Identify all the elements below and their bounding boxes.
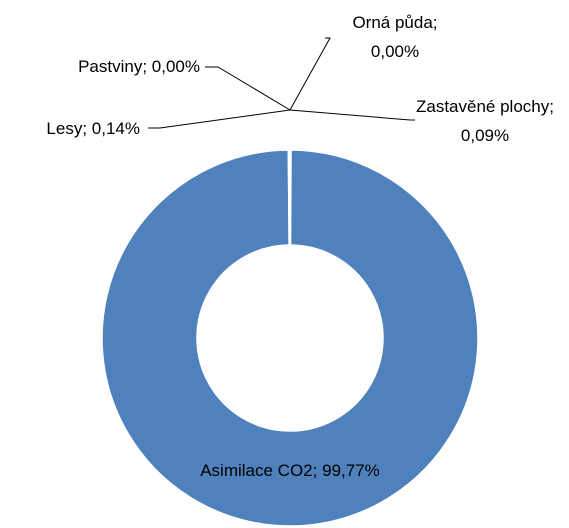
leader-line	[289, 37, 331, 111]
label-value: 0,00%	[370, 42, 420, 61]
label-separator: ;	[82, 119, 88, 138]
label-separator: ;	[312, 461, 318, 480]
data-label: Lesy; 0,14%	[0, 114, 140, 143]
label-separator: ;	[549, 97, 554, 116]
label-category: Lesy	[46, 119, 83, 138]
label-category: Pastviny	[78, 57, 143, 76]
leader-line	[289, 109, 415, 121]
label-value: 99,77%	[322, 461, 380, 480]
label-category: Orná půda	[352, 13, 433, 32]
label-separator: ;	[142, 57, 148, 76]
data-label: Pastviny; 0,00%	[0, 52, 200, 81]
leader-line	[148, 109, 291, 129]
label-value: 0,09%	[460, 126, 510, 145]
data-label: Asimilace CO2; 99,77%	[180, 456, 400, 485]
label-category: Zastavěné plochy	[416, 97, 550, 116]
label-value: 0,14%	[91, 119, 140, 138]
leader-line	[205, 66, 291, 111]
data-label: Orná půda; 0,00%	[340, 8, 450, 66]
label-value: 0,00%	[151, 57, 200, 76]
label-separator: ;	[432, 13, 438, 32]
donut-slice	[101, 149, 479, 527]
label-category: Asimilace CO2	[200, 461, 313, 480]
data-label: Zastavěné plochy; 0,09%	[410, 92, 560, 150]
